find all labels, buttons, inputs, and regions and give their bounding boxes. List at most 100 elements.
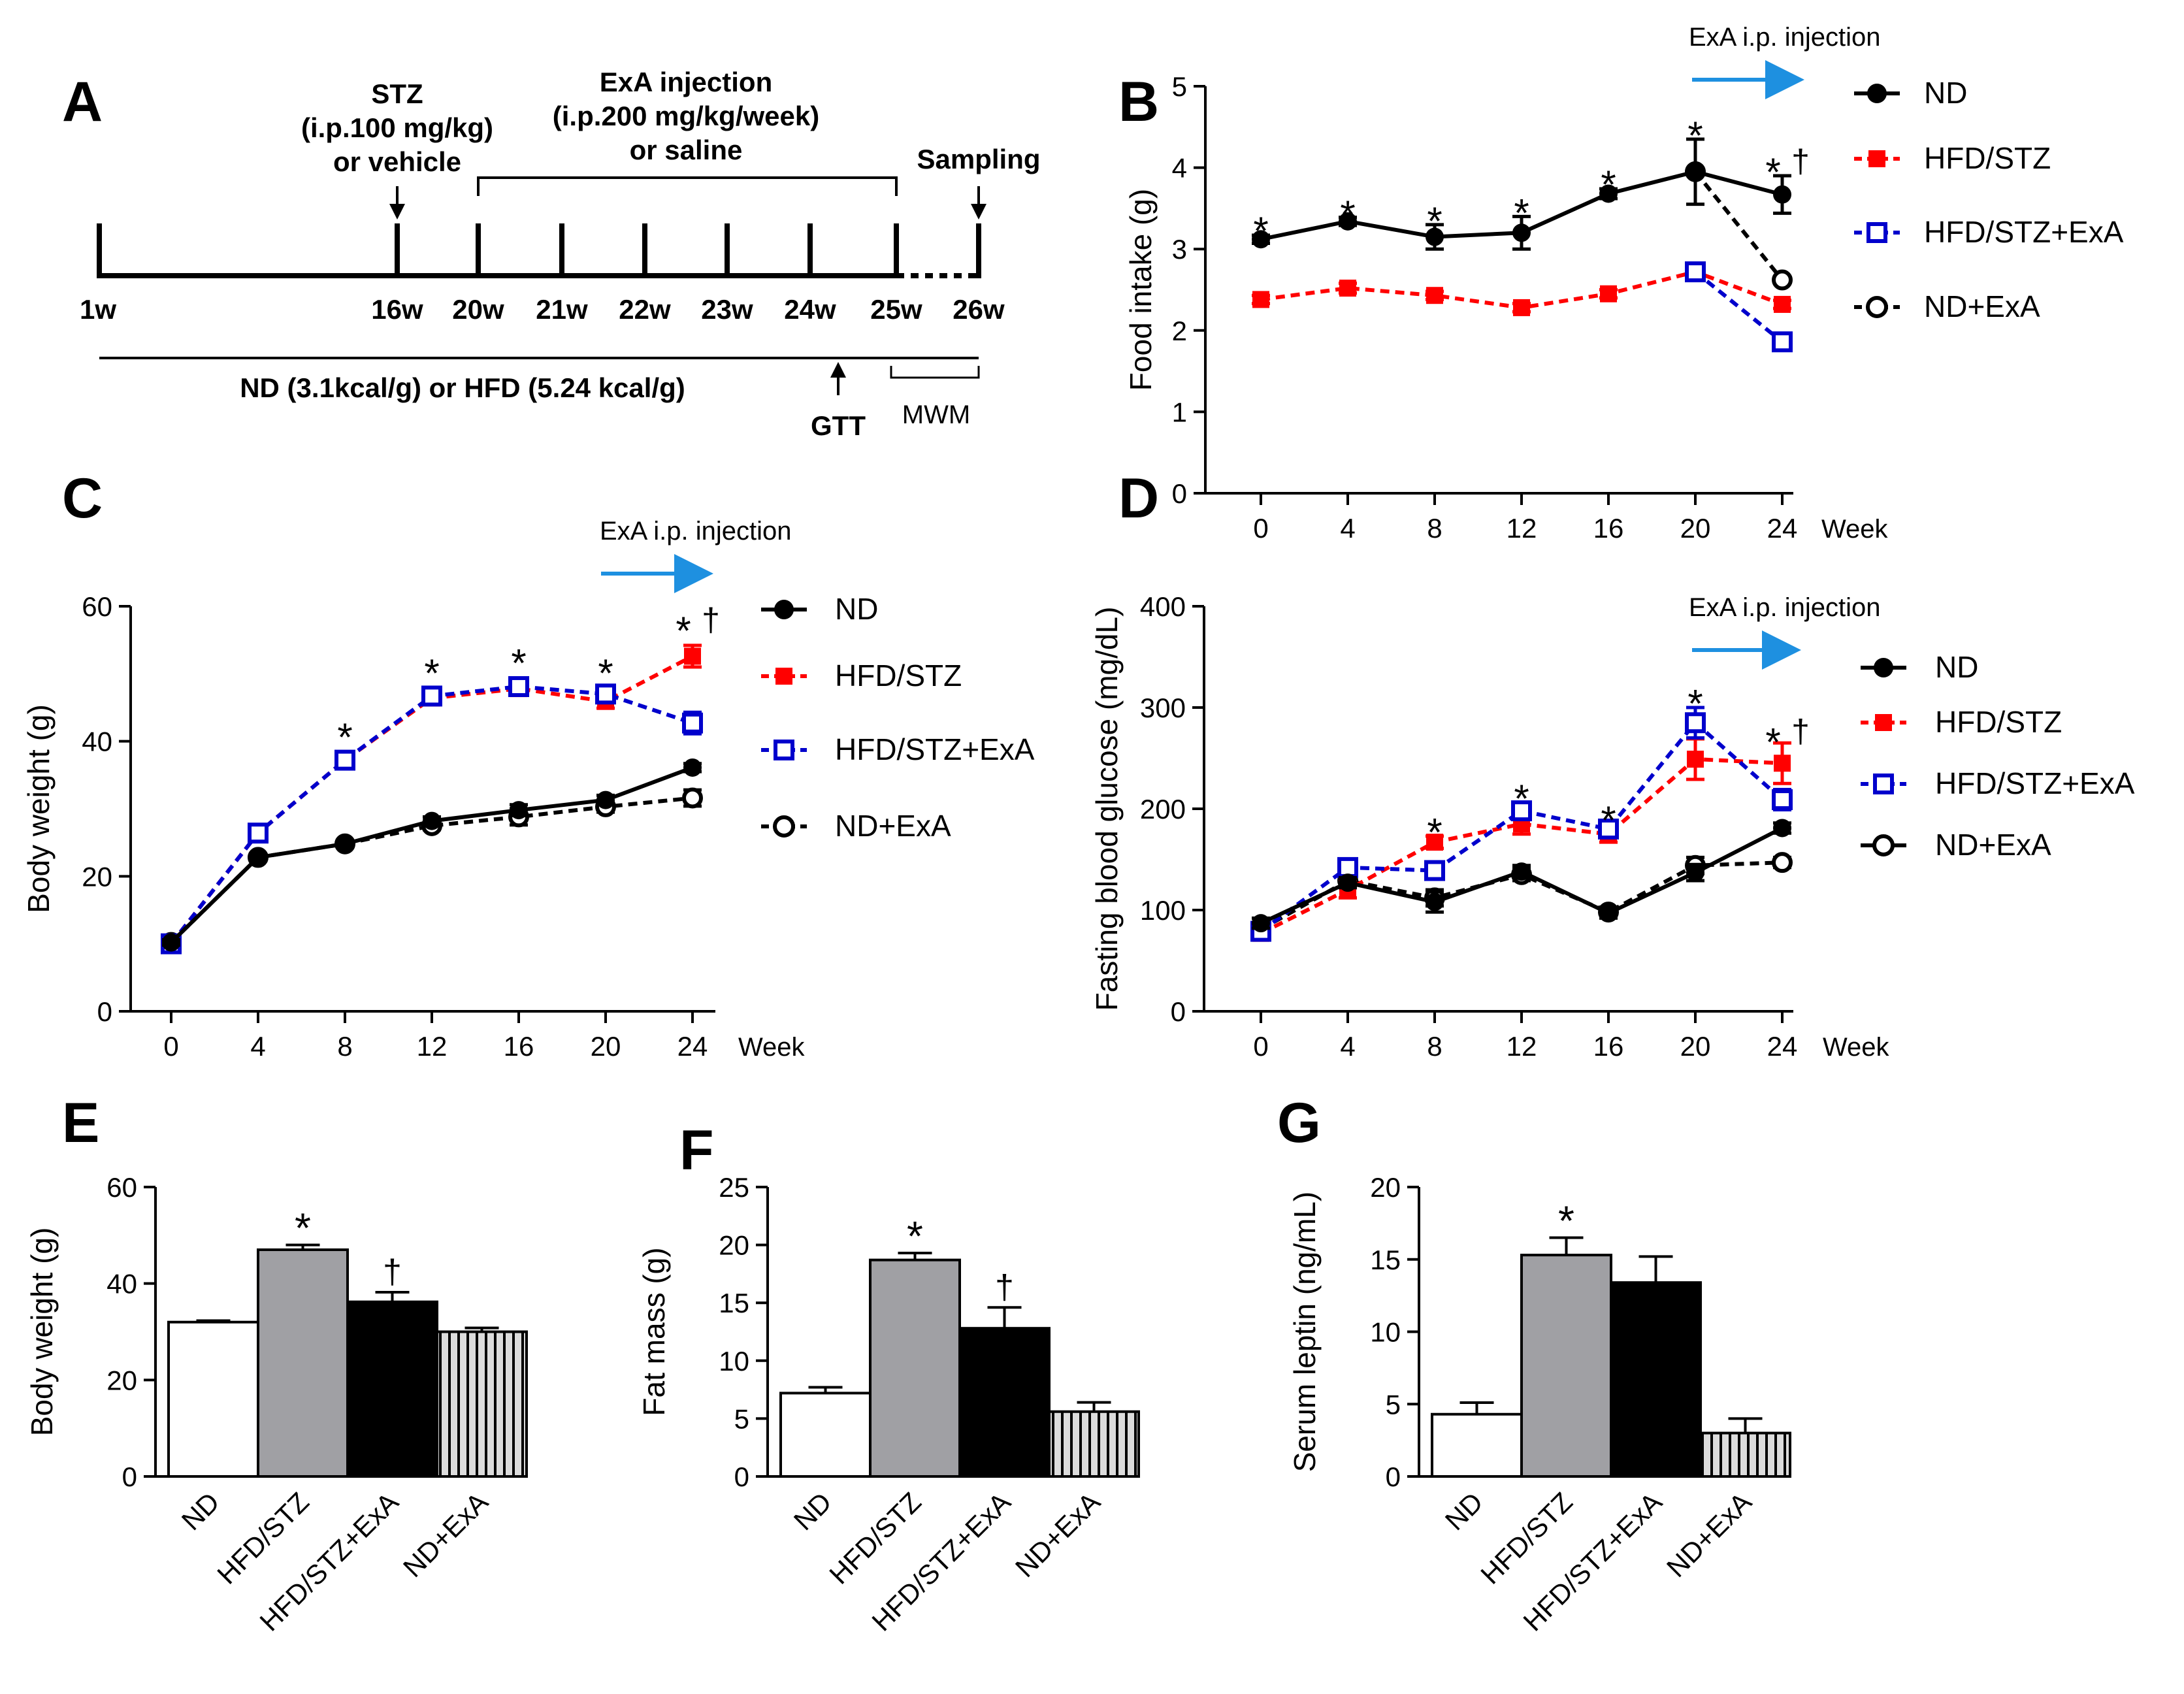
legend-d-hfd-stz-exa-label: HFD/STZ+ExA [1935,766,2135,800]
stz-label-3: or vehicle [333,146,461,177]
x-tick-label: 0 [1253,513,1268,544]
y-tick-label: 2 [1172,316,1187,346]
y-tick-label: 15 [1370,1245,1401,1275]
data-point [336,834,354,853]
data-point [1685,712,1706,734]
data-point [162,933,180,952]
x-tick-label: 4 [1340,1031,1355,1062]
x-tick-label: 12 [417,1031,448,1062]
data-point [1773,819,1791,838]
y-tick-label: 4 [1172,153,1187,184]
significance-star: * [1687,114,1703,157]
y-tick-label: 60 [106,1172,137,1203]
timeline-week-label: 20w [452,294,504,325]
significance-star: * [1340,193,1355,236]
data-point [1685,261,1706,283]
significance-dagger: † [1791,143,1810,180]
significance-star: * [907,1213,923,1260]
y-tick-label: 400 [1140,591,1186,622]
x-axis-label: Week [1823,1033,1890,1062]
data-point [1772,789,1793,811]
bar [1431,1412,1523,1478]
data-point [1772,269,1793,291]
timeline-week-label: 21w [536,294,588,325]
data-point [1512,862,1531,881]
x-tick-label: 8 [337,1031,352,1062]
data-point [1772,331,1793,353]
category-label: ND [176,1486,225,1536]
legend-c: ND HFD/STZ HFD/STZ+ExA ND+ExA [761,592,1035,843]
significance-dagger: † [995,1268,1014,1306]
significance-star: * [1514,191,1529,235]
timeline-ticks: 1w 16w 20w 21w 22w 23w 24w 25w 26w [80,223,1005,325]
bar [1610,1281,1702,1478]
y-tick-label: 15 [719,1288,749,1318]
data-point [1686,863,1704,882]
significance-star: * [1558,1197,1574,1245]
significance-star: * [511,642,526,685]
bar [958,1327,1051,1478]
legend-c-nd-exa-label: ND+ExA [835,809,951,843]
x-tick-label: 16 [1593,513,1624,544]
data-point [595,683,616,705]
timeline-week-label: 22w [619,294,671,325]
bar [1520,1254,1612,1478]
y-tick-label: 100 [1140,895,1186,926]
exa-label-1: ExA injection [600,67,773,97]
significance-star: * [337,715,352,759]
mwm-label: MWM [902,400,970,429]
timeline-week-label: 25w [870,294,922,325]
data-point [683,758,702,777]
data-point [684,647,701,665]
category-label: ND [1439,1486,1489,1536]
y-tick-label: 40 [106,1269,137,1299]
x-tick-label: 8 [1427,1031,1442,1062]
stz-label-1: STZ [371,78,423,109]
legend-c-hfd-stz-exa-label: HFD/STZ+ExA [835,732,1035,766]
y-tick-label: 200 [1140,794,1186,824]
bar [167,1320,259,1478]
significance-dagger: † [702,602,720,638]
legend-b: ND HFD/STZ HFD/STZ+ExA ND+ExA [1854,76,2124,323]
data-point [1598,819,1619,839]
data-point [1773,185,1791,204]
x-tick-label: 12 [1507,1031,1537,1062]
significance-star: * [295,1205,311,1252]
x-tick-label: 24 [1767,513,1798,544]
data-point [1426,227,1444,246]
significance-star: * [424,651,439,695]
data-point [1339,873,1357,892]
legend-b-hfd-stz: HFD/STZ [1854,141,2051,175]
data-point [682,787,703,809]
legend-d-hfd-stz: HFD/STZ [1861,705,2062,739]
y-tick-label: 300 [1140,692,1186,723]
significance-dagger: † [383,1253,402,1291]
y-tick-label: 0 [1386,1461,1401,1492]
panel-a-timeline: A STZ (i.p.100 mg/kg) or vehicle ExA inj… [62,67,1041,441]
y-tick-label: 5 [1172,71,1187,102]
y-tick-label: 1 [1172,397,1187,427]
data-point [1424,860,1445,881]
mwm-bracket [890,366,980,379]
data-point [1686,162,1704,181]
y-tick-label: 0 [734,1461,749,1492]
panel-label-e: E [62,1092,99,1154]
y-tick-label: 20 [1370,1172,1401,1203]
data-point [1599,904,1618,922]
y-axis-label: Food intake (g) [1124,189,1158,391]
y-tick-label: 20 [106,1365,137,1395]
significance-star: * [1765,150,1780,194]
legend-b-hfd-stz-exa: HFD/STZ+ExA [1854,215,2124,249]
legend-c-nd-label: ND [835,592,878,626]
category-label: ND+ExA [397,1486,494,1583]
legend-c-nd-exa: ND+ExA [761,809,951,843]
legend-c-hfd-stz-label: HFD/STZ [835,659,962,692]
y-tick-label: 20 [719,1230,749,1261]
x-tick-label: 24 [1767,1031,1798,1062]
category-label: ND [788,1486,838,1536]
x-tick-label: 24 [677,1031,708,1062]
data-point [1774,295,1791,313]
legend-d-nd-exa: ND+ExA [1861,828,2051,862]
legend-c-nd: ND [761,592,878,626]
